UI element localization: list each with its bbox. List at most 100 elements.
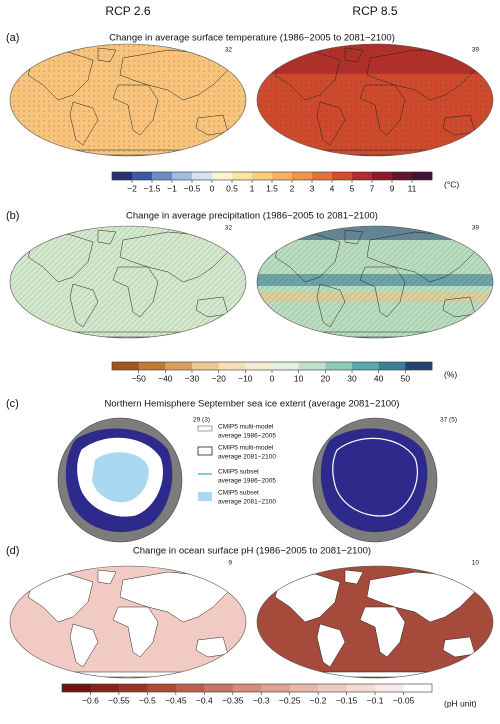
colorbar-bin — [232, 684, 262, 692]
colorbar-tick-label: 30 — [347, 373, 357, 383]
model-count: 39 — [472, 47, 480, 54]
significance — [10, 44, 246, 156]
colorbar-bin — [289, 684, 319, 692]
legend-symbol — [197, 446, 213, 456]
model-count: 37 (5) — [440, 417, 457, 424]
panel-title: Change in average precipitation (1986−20… — [126, 211, 378, 222]
colorbar-tick-label: 20 — [321, 373, 331, 383]
colorbar-bin — [175, 684, 205, 692]
colorbar-unit: (%) — [444, 369, 457, 379]
colorbar-bin — [218, 362, 246, 370]
colorbar-unit: (°C) — [444, 179, 459, 189]
colorbar-bin — [204, 684, 234, 692]
colorbar-tick-label: −1 — [167, 183, 177, 193]
polar-outline — [57, 417, 183, 543]
colorbar-tick-label: 3 — [310, 183, 315, 193]
panel-label: (b) — [6, 210, 19, 222]
colorbar-tick-label: −0.45 — [165, 695, 187, 705]
map — [9, 565, 247, 679]
colorbar-tick-label: −30 — [185, 373, 200, 383]
colorbar-tick-label: −1.5 — [144, 183, 161, 193]
map — [256, 43, 494, 157]
colorbar-tick-label: 1.5 — [266, 183, 278, 193]
panel-label: (d) — [6, 545, 19, 557]
colorbar-bin — [232, 172, 253, 180]
colorbar-bin — [352, 172, 373, 180]
map-body — [257, 566, 493, 678]
colorbar-tick-label: −50 — [131, 373, 146, 383]
scenario-label: RCP 8.5 — [352, 4, 397, 18]
colorbar-tick-label: 5 — [350, 183, 355, 193]
colorbar-bin — [312, 172, 333, 180]
legend-label: CMIP5 subset — [218, 469, 259, 476]
colorbar-bin — [352, 362, 379, 370]
colorbar-bin — [172, 172, 193, 180]
legend-symbol — [197, 425, 213, 432]
colorbar-tick-label: −40 — [158, 373, 173, 383]
colorbar-tick-label: −0.4 — [196, 695, 213, 705]
polar-map — [312, 417, 438, 543]
colorbar-bin — [261, 684, 290, 692]
colorbar-tick-label: −0.35 — [222, 695, 244, 705]
colorbar-frame — [61, 683, 433, 693]
map — [256, 225, 494, 339]
map-body — [10, 566, 246, 678]
colorbar-bin — [372, 172, 393, 180]
colorbar-tick-label: 1 — [250, 183, 255, 193]
map — [9, 225, 247, 339]
colorbar-bin — [152, 172, 173, 180]
colorbar-bin — [272, 172, 293, 180]
colorbar-bin — [292, 172, 313, 180]
model-count: 39 — [472, 225, 480, 232]
colorbar-tick-label: 0 — [210, 183, 215, 193]
colorbar-bin — [412, 172, 433, 180]
colorbar-tick-label: −0.05 — [393, 695, 415, 705]
polar-outline — [312, 417, 438, 543]
colorbar-bin — [132, 172, 153, 180]
scenario-label: RCP 2.6 — [105, 4, 150, 18]
model-count: 10 — [472, 560, 480, 567]
colorbar-tick-label: 11 — [408, 183, 417, 193]
significance — [257, 226, 493, 338]
map-body — [10, 44, 246, 156]
map-outline — [9, 43, 247, 157]
arctic-ocean — [320, 428, 428, 533]
panel-title: Change in average surface temperature (1… — [109, 33, 395, 44]
colorbar-tick-label: −0.1 — [367, 695, 384, 705]
colorbar-bin — [112, 362, 139, 370]
colorbar-tick-label: −0.55 — [108, 695, 130, 705]
colorbar-bin — [118, 684, 148, 692]
significance — [10, 226, 246, 338]
colorbar-bin — [325, 362, 353, 370]
panel-title: Change in ocean surface pH (1986−2005 to… — [133, 546, 371, 557]
colorbar-tick-label: −0.6 — [82, 695, 99, 705]
colorbar-bin — [192, 172, 213, 180]
model-count: 32 — [225, 225, 233, 232]
map-outline — [256, 225, 494, 339]
legend-label: average 2081−2100 — [218, 454, 276, 461]
colorbar-tick-label: −20 — [211, 373, 226, 383]
ice-1986 — [332, 437, 418, 517]
colorbar-tick-label: 0.5 — [226, 183, 238, 193]
polar-map — [57, 417, 183, 543]
colorbar-bin — [272, 362, 299, 370]
colorbar-bin — [405, 362, 433, 370]
legend-symbol — [198, 492, 212, 501]
legend-label: CMIP5 subset — [218, 490, 259, 497]
colorbar-bin — [392, 172, 413, 180]
ice-2081 — [92, 452, 149, 503]
colorbar-bin — [212, 172, 233, 180]
map-outline — [256, 43, 494, 157]
colorbar-tick-label: 9 — [390, 183, 395, 193]
map-outline — [9, 565, 247, 679]
colorbar-bin — [298, 362, 326, 370]
model-count: 32 — [225, 47, 233, 54]
colorbar-bin — [346, 684, 376, 692]
legend-label: CMIP5 multi-model — [218, 445, 274, 452]
colorbar-bin — [62, 684, 91, 692]
legend-label: average 1986−2005 — [218, 478, 276, 485]
colorbar-tick-label: −10 — [238, 373, 253, 383]
colorbar-tick-label: −0.3 — [253, 695, 270, 705]
